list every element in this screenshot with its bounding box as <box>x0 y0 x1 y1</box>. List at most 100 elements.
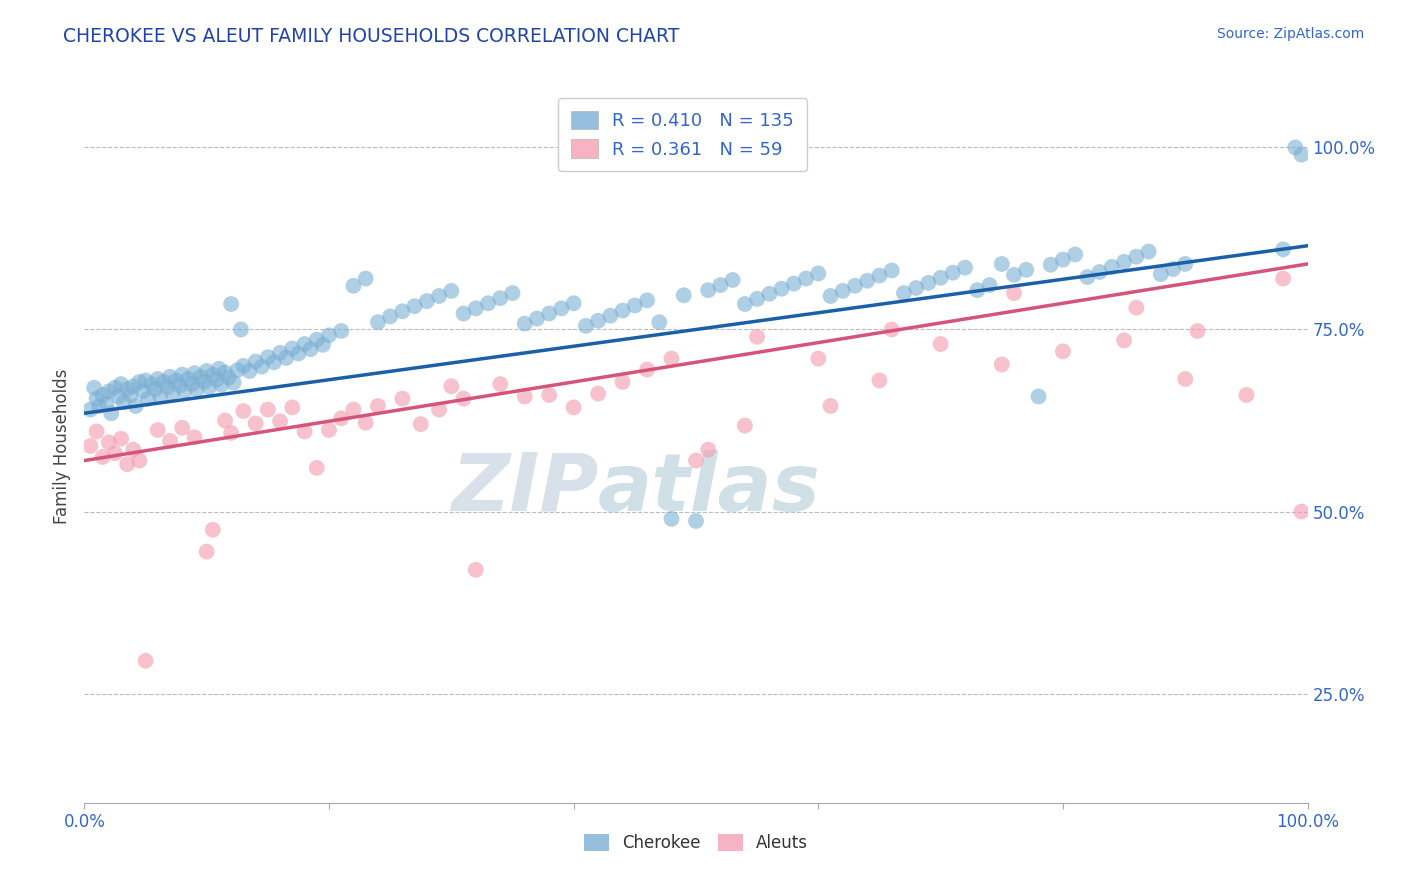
Point <box>502 286 524 301</box>
Point <box>464 301 486 316</box>
Point <box>226 363 249 377</box>
Point <box>1272 243 1295 257</box>
Point <box>391 304 413 318</box>
Point <box>1114 334 1136 348</box>
Point <box>697 283 720 297</box>
Text: ZIP: ZIP <box>451 450 598 528</box>
Point <box>209 377 232 392</box>
Point <box>104 381 127 395</box>
Point <box>991 257 1014 271</box>
Point <box>1161 262 1184 277</box>
Point <box>477 296 499 310</box>
Point <box>269 414 291 428</box>
Point <box>91 388 114 402</box>
Point <box>229 322 252 336</box>
Point <box>612 303 634 318</box>
Point <box>586 386 609 401</box>
Point <box>342 278 364 293</box>
Point <box>1088 265 1111 279</box>
Point <box>159 434 181 448</box>
Point <box>820 399 842 413</box>
Point <box>97 435 120 450</box>
Point <box>190 369 212 384</box>
Point <box>146 372 169 386</box>
Point <box>173 384 195 399</box>
Point <box>1101 260 1123 274</box>
Point <box>195 544 218 558</box>
Point <box>214 366 236 380</box>
Point <box>305 460 328 475</box>
Point <box>135 654 157 668</box>
Point <box>232 359 254 373</box>
Point <box>427 289 450 303</box>
Point <box>143 382 166 396</box>
Point <box>636 293 658 308</box>
Y-axis label: Family Households: Family Households <box>53 368 72 524</box>
Text: atlas: atlas <box>598 450 821 528</box>
Point <box>1114 254 1136 268</box>
Point <box>318 328 340 343</box>
Point <box>257 350 280 364</box>
Point <box>1039 258 1062 272</box>
Point <box>219 425 242 440</box>
Point <box>453 392 475 406</box>
Point <box>222 376 245 390</box>
Point <box>238 364 260 378</box>
Point <box>844 278 866 293</box>
Point <box>586 314 609 328</box>
Point <box>648 315 671 329</box>
Point <box>156 380 179 394</box>
Point <box>538 388 561 402</box>
Point <box>869 374 891 388</box>
Point <box>612 375 634 389</box>
Point <box>1028 389 1050 403</box>
Point <box>758 286 780 301</box>
Point <box>97 384 120 399</box>
Point <box>125 399 148 413</box>
Point <box>562 296 585 310</box>
Point <box>453 306 475 320</box>
Point <box>354 271 377 285</box>
Point <box>115 382 138 396</box>
Point <box>104 446 127 460</box>
Point <box>526 311 548 326</box>
Point <box>661 351 683 366</box>
Point <box>831 284 853 298</box>
Point <box>661 512 683 526</box>
Point <box>1015 262 1038 277</box>
Point <box>1150 267 1173 281</box>
Point <box>91 450 114 464</box>
Point <box>979 278 1001 293</box>
Point <box>165 374 187 388</box>
Point <box>232 404 254 418</box>
Point <box>195 364 218 378</box>
Point <box>880 322 903 336</box>
Point <box>219 297 242 311</box>
Point <box>136 392 159 406</box>
Point <box>110 432 132 446</box>
Point <box>929 270 952 285</box>
Point <box>354 416 377 430</box>
Point <box>128 453 150 467</box>
Point <box>257 402 280 417</box>
Point <box>1125 250 1147 264</box>
Point <box>83 381 105 395</box>
Point <box>747 330 769 344</box>
Point <box>172 421 194 435</box>
Point <box>893 286 915 301</box>
Point <box>172 368 194 382</box>
Point <box>734 418 756 433</box>
Point <box>1236 388 1258 402</box>
Point <box>783 277 806 291</box>
Point <box>856 274 879 288</box>
Point <box>440 284 463 298</box>
Point <box>513 317 536 331</box>
Point <box>115 457 138 471</box>
Point <box>1052 252 1074 267</box>
Point <box>367 315 389 329</box>
Point <box>409 417 432 432</box>
Point <box>464 563 486 577</box>
Point <box>624 298 647 312</box>
Point <box>312 338 335 352</box>
Point <box>330 411 353 425</box>
